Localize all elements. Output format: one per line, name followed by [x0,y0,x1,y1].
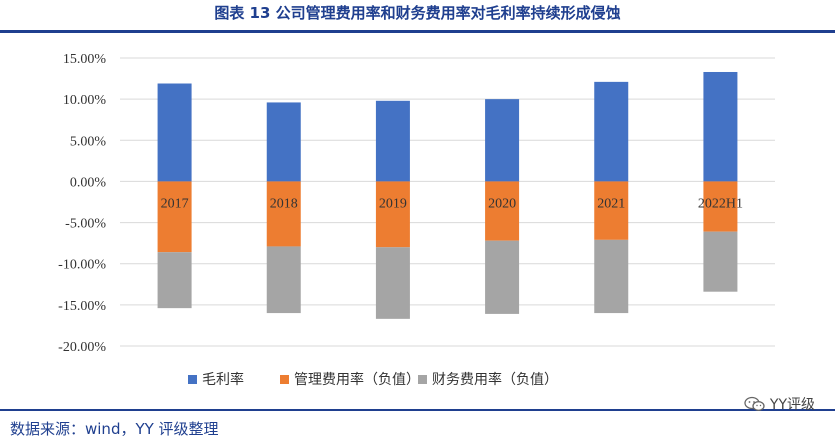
bar [703,181,738,232]
legend-swatch [280,375,289,384]
footer-rule [0,409,835,411]
bar [594,181,629,240]
category-label: 2022H1 [698,196,743,211]
page-title: 图表 13 公司管理费用率和财务费用率对毛利率持续形成侵蚀 [214,4,621,22]
legend-label: 管理费用率（负值） [294,371,420,388]
bar [375,181,410,248]
grid-lines [120,57,775,347]
legend: 毛利率 管理费用率（负值） 财务费用率（负值） [188,371,558,388]
source-note: 数据来源：wind，YY 评级整理 [10,420,219,438]
bar [157,181,192,253]
brand-mark: YY评级 [744,394,815,414]
category-labels: 2017 2018 2019 2020 2021 2022H1 [161,196,743,211]
bars [157,71,738,319]
y-tick-label: 5.00% [70,134,107,149]
title-rule [0,30,835,33]
bar [375,247,410,319]
bar [157,252,192,309]
bar [266,181,301,247]
legend-label: 毛利率 [202,371,244,388]
bar [375,100,410,182]
wechat-icon [744,396,765,411]
brand-label: YY评级 [769,397,815,413]
bar [703,231,738,292]
category-label: 2020 [488,196,516,211]
bar [703,71,738,182]
bar [266,102,301,182]
bar [266,246,301,314]
category-label: 2017 [161,196,189,211]
y-tick-label: -5.00% [65,217,106,232]
y-tick-label: 15.00% [63,52,107,67]
y-tick-label: 0.00% [70,175,107,190]
bar [157,83,192,182]
bar [485,181,520,241]
bar [485,99,520,182]
bar [594,239,629,314]
legend-swatch [418,375,427,384]
y-tick-label: -15.00% [58,299,106,314]
y-tick-label: -10.00% [58,258,106,273]
stacked-bar-chart: 15.00% 10.00% 5.00% 0.00% -5.00% -10.00% -15.0… [58,52,775,388]
y-tick-label: 10.00% [63,93,107,108]
bar [485,240,520,314]
category-label: 2021 [597,196,625,211]
category-label: 2018 [270,196,298,211]
legend-swatch [188,375,197,384]
bar [594,81,629,182]
category-label: 2019 [379,196,407,211]
y-tick-label: -20.00% [58,340,106,355]
legend-label: 财务费用率（负值） [432,371,558,388]
y-axis: 15.00% 10.00% 5.00% 0.00% -5.00% -10.00% -15.0… [58,52,106,355]
